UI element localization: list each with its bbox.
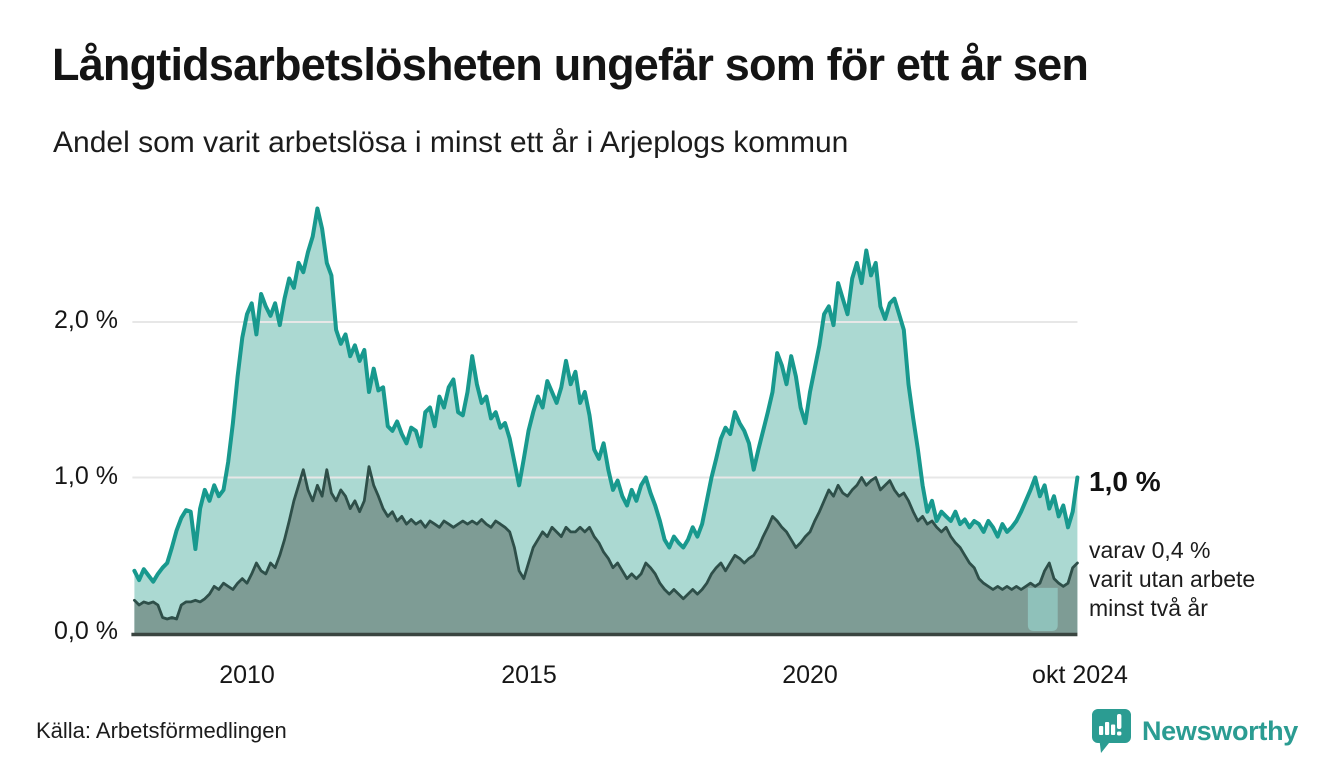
newsworthy-wordmark: Newsworthy — [1141, 715, 1298, 746]
y-tick-label-1: 1,0 % — [54, 462, 118, 490]
x-tick-label-2015: 2015 — [501, 661, 557, 689]
newsworthy-bubble-chart-icon — [1091, 709, 1131, 753]
latest-value-label: 1,0 % — [1089, 466, 1161, 497]
y-tick-label-2: 2,0 % — [54, 306, 118, 334]
breakdown-line-2: varit utan arbete — [1089, 566, 1256, 592]
source-credit: Källa: Arbetsförmedlingen — [36, 718, 287, 743]
page-subtitle: Andel som varit arbetslösa i minst ett å… — [53, 126, 849, 159]
x-tick-label-2010: 2010 — [219, 661, 275, 689]
newsworthy-logo: Newsworthy — [1091, 708, 1298, 754]
breakdown-annotation: varav 0,4 % varit utan arbete minst två … — [1089, 536, 1255, 623]
x-tick-label-2020: 2020 — [782, 661, 838, 689]
y-tick-label-0: 0,0 % — [54, 617, 118, 645]
breakdown-line-3: minst två år — [1089, 595, 1208, 621]
page-title: Långtidsarbetslösheten ungefär som för e… — [52, 39, 1089, 90]
x-tick-label-okt-2024: okt 2024 — [1032, 661, 1128, 689]
breakdown-line-1: varav 0,4 % — [1089, 537, 1211, 563]
